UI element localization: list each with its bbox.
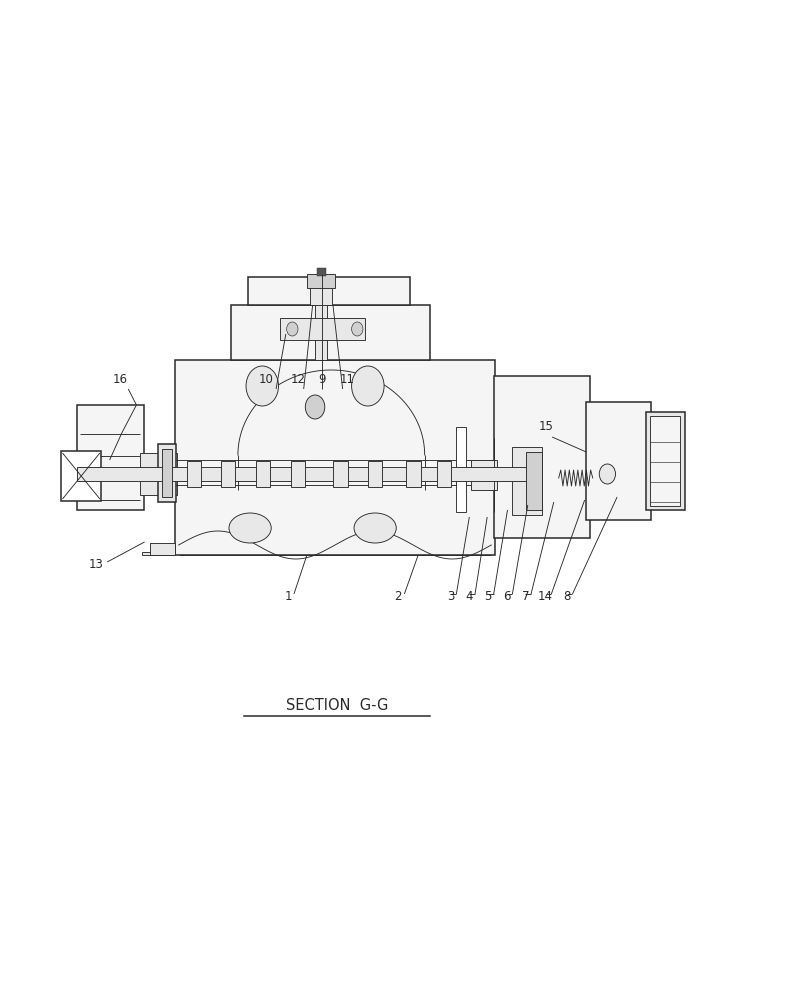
Text: 14: 14	[538, 590, 552, 603]
Bar	[470, 460, 496, 490]
Ellipse shape	[354, 513, 396, 543]
Circle shape	[246, 366, 278, 406]
Bar	[456, 427, 466, 512]
Bar	[406, 461, 420, 487]
Text: 2: 2	[393, 590, 401, 603]
Bar	[586, 402, 650, 520]
Text: 3: 3	[446, 590, 454, 603]
Circle shape	[599, 464, 615, 484]
Bar	[310, 277, 332, 305]
Bar	[247, 277, 410, 305]
Circle shape	[351, 322, 363, 336]
Text: 13: 13	[88, 558, 103, 571]
Text: 5: 5	[483, 590, 491, 603]
Circle shape	[351, 366, 384, 406]
Bar	[526, 452, 542, 510]
Bar	[77, 467, 527, 481]
Ellipse shape	[229, 513, 271, 543]
Bar	[333, 461, 347, 487]
Bar	[436, 461, 451, 487]
Bar	[315, 275, 327, 360]
Bar	[150, 543, 174, 555]
Text: 6: 6	[502, 590, 510, 603]
Bar	[645, 412, 684, 510]
Bar	[187, 461, 201, 487]
Polygon shape	[142, 552, 174, 555]
Bar	[77, 405, 144, 510]
Bar	[290, 461, 305, 487]
Text: 7: 7	[521, 590, 529, 603]
Bar	[61, 451, 101, 501]
Bar	[158, 444, 176, 502]
Text: SECTION  G-G: SECTION G-G	[285, 698, 388, 712]
Bar	[139, 453, 177, 495]
Text: 1: 1	[284, 590, 292, 603]
Text: 4: 4	[465, 590, 473, 603]
Text: 9: 9	[318, 373, 326, 386]
Text: 10: 10	[259, 373, 273, 386]
Bar	[649, 416, 680, 506]
Text: 15: 15	[538, 420, 552, 433]
Bar	[316, 268, 325, 276]
Bar	[255, 461, 270, 487]
Text: 11: 11	[340, 373, 354, 386]
Bar	[280, 318, 365, 340]
Bar	[367, 461, 382, 487]
Text: 8: 8	[562, 590, 570, 603]
Bar	[231, 305, 430, 360]
Bar	[511, 447, 542, 515]
Bar	[307, 274, 335, 288]
Bar	[174, 360, 495, 555]
Bar	[493, 376, 589, 538]
Circle shape	[286, 322, 298, 336]
Text: 16: 16	[113, 373, 127, 386]
Text: 12: 12	[290, 373, 305, 386]
Bar	[221, 461, 235, 487]
Bar	[162, 449, 172, 497]
Circle shape	[305, 395, 324, 419]
